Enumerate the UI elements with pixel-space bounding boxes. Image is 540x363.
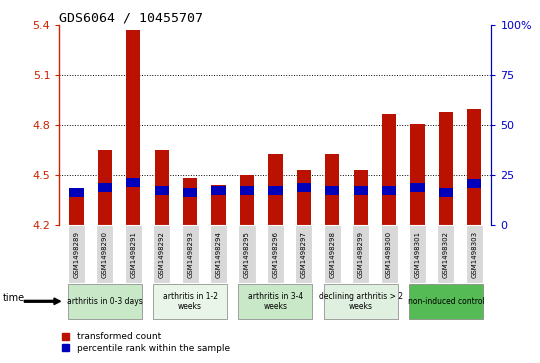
Bar	[467, 179, 482, 188]
Text: GSM1498291: GSM1498291	[130, 231, 136, 278]
FancyBboxPatch shape	[466, 225, 483, 283]
Text: GSM1498295: GSM1498295	[244, 231, 250, 278]
Bar	[212, 185, 226, 225]
Bar	[325, 186, 339, 195]
Bar	[354, 170, 368, 225]
Bar	[325, 154, 339, 225]
Text: GDS6064 / 10455707: GDS6064 / 10455707	[59, 11, 204, 24]
Bar	[126, 178, 140, 187]
Text: GSM1498303: GSM1498303	[471, 231, 477, 278]
Bar	[183, 179, 197, 225]
FancyBboxPatch shape	[125, 225, 142, 283]
Text: GSM1498292: GSM1498292	[159, 231, 165, 278]
Bar	[69, 188, 84, 197]
FancyBboxPatch shape	[352, 225, 369, 283]
FancyBboxPatch shape	[153, 284, 227, 319]
Text: GSM1498298: GSM1498298	[329, 231, 335, 278]
Bar	[467, 109, 482, 225]
FancyBboxPatch shape	[181, 225, 199, 283]
Bar	[98, 150, 112, 225]
Text: GSM1498293: GSM1498293	[187, 231, 193, 278]
Bar	[410, 183, 424, 192]
Bar	[439, 112, 453, 225]
Text: GSM1498289: GSM1498289	[73, 231, 79, 278]
Bar	[296, 170, 311, 225]
Bar	[69, 188, 84, 225]
Text: non-induced control: non-induced control	[408, 297, 484, 306]
Bar	[98, 183, 112, 192]
FancyBboxPatch shape	[239, 284, 312, 319]
FancyBboxPatch shape	[409, 225, 426, 283]
Text: GSM1498294: GSM1498294	[215, 231, 221, 278]
Text: GSM1498296: GSM1498296	[272, 231, 279, 278]
Bar	[183, 188, 197, 197]
Bar	[212, 186, 226, 195]
FancyBboxPatch shape	[295, 225, 312, 283]
Text: GSM1498290: GSM1498290	[102, 231, 108, 278]
Text: arthritis in 1-2
weeks: arthritis in 1-2 weeks	[163, 291, 218, 311]
Text: GSM1498302: GSM1498302	[443, 231, 449, 278]
FancyBboxPatch shape	[381, 225, 397, 283]
FancyBboxPatch shape	[68, 284, 142, 319]
Text: GSM1498299: GSM1498299	[357, 231, 363, 278]
Bar	[268, 186, 282, 195]
Bar	[410, 123, 424, 225]
Bar	[154, 186, 169, 195]
Text: time: time	[3, 293, 25, 303]
FancyBboxPatch shape	[96, 225, 113, 283]
FancyBboxPatch shape	[267, 225, 284, 283]
Text: arthritis in 0-3 days: arthritis in 0-3 days	[67, 297, 143, 306]
FancyBboxPatch shape	[323, 284, 397, 319]
FancyBboxPatch shape	[153, 225, 170, 283]
Bar	[240, 175, 254, 225]
Text: declining arthritis > 2
weeks: declining arthritis > 2 weeks	[319, 291, 403, 311]
Text: GSM1498300: GSM1498300	[386, 231, 392, 278]
FancyBboxPatch shape	[323, 225, 341, 283]
Legend: transformed count, percentile rank within the sample: transformed count, percentile rank withi…	[58, 329, 233, 357]
FancyBboxPatch shape	[210, 225, 227, 283]
Bar	[154, 150, 169, 225]
Bar	[268, 154, 282, 225]
Text: arthritis in 3-4
weeks: arthritis in 3-4 weeks	[248, 291, 303, 311]
Bar	[382, 114, 396, 225]
FancyBboxPatch shape	[409, 284, 483, 319]
Text: GSM1498297: GSM1498297	[301, 231, 307, 278]
Bar	[296, 183, 311, 192]
Bar	[126, 30, 140, 225]
Text: GSM1498301: GSM1498301	[415, 231, 421, 278]
FancyBboxPatch shape	[239, 225, 255, 283]
Bar	[382, 186, 396, 195]
Bar	[354, 186, 368, 195]
Bar	[439, 188, 453, 197]
FancyBboxPatch shape	[68, 225, 85, 283]
FancyBboxPatch shape	[437, 225, 455, 283]
Bar	[240, 186, 254, 195]
